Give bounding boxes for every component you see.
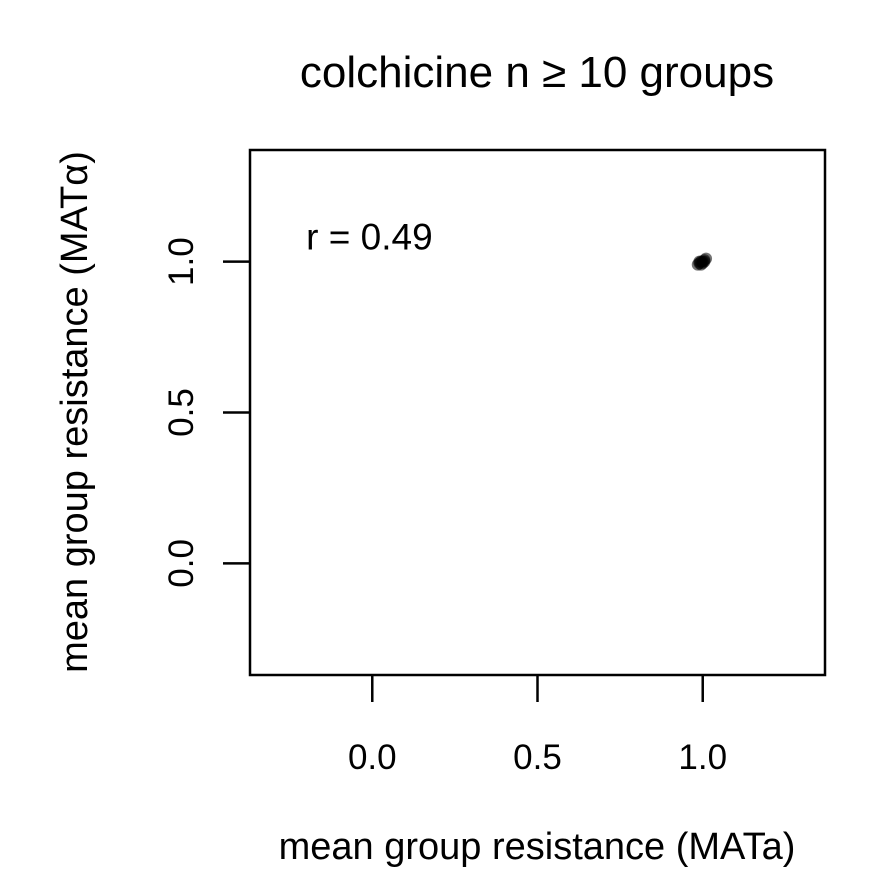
annotations: r = 0.49 (306, 217, 433, 258)
chart-title: colchicine n ≥ 10 groups (300, 48, 774, 97)
x-axis-label: mean group resistance (MATa) (279, 826, 796, 868)
y-tick-label: 0.0 (162, 539, 201, 588)
correlation-annotation: r = 0.49 (306, 217, 433, 258)
y-axis-label: mean group resistance (MATα) (54, 151, 96, 673)
y-tick-label: 1.0 (162, 237, 201, 286)
data-point (693, 255, 706, 268)
x-tick-label: 1.0 (678, 738, 727, 777)
y-tick-label: 0.5 (162, 388, 201, 437)
data-points (691, 252, 713, 271)
x-tick-label: 0.0 (348, 738, 397, 777)
x-tick-label: 0.5 (513, 738, 562, 777)
y-axis: 0.0 0.5 1.0 (162, 237, 250, 588)
x-axis: 0.0 0.5 1.0 (348, 675, 727, 777)
